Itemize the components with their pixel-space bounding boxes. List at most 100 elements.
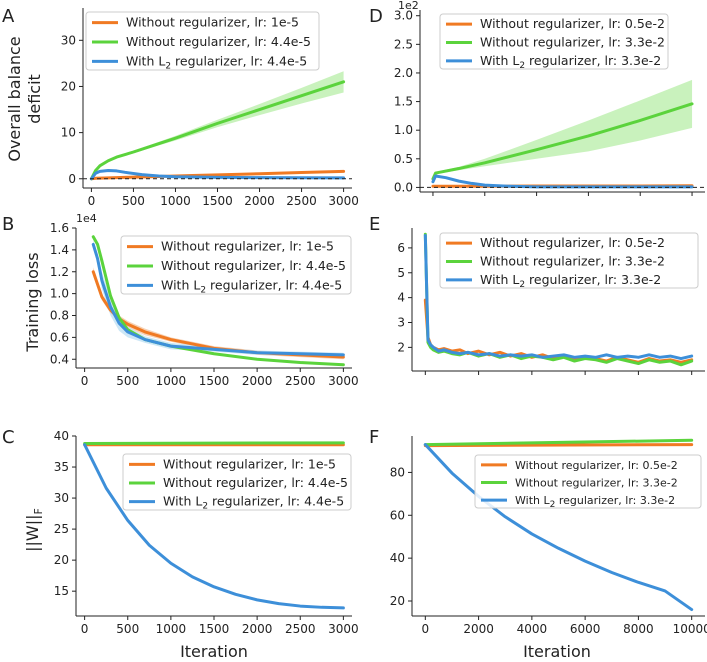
- legend-label-prefix: With L: [480, 53, 519, 68]
- y-tick-label-c: 35: [54, 460, 69, 474]
- x-tick-label-c: 1500: [199, 622, 230, 636]
- y-tick-label-c: 20: [54, 553, 69, 567]
- series-line-blue-e: [423, 233, 694, 361]
- x-tick-label-a: 2500: [286, 194, 317, 208]
- legend-label-blue-a: With L2 regularizer, lr: 4.4e-5: [126, 53, 307, 71]
- y-tick-label-e: 5: [397, 266, 405, 280]
- x-tick-label-a: 500: [122, 194, 145, 208]
- norm-subscript: F: [32, 508, 45, 514]
- norm-symbol: ||W||: [23, 514, 42, 551]
- legend-frame-e: [439, 232, 699, 289]
- y-axis-title-a-line2: deficit: [25, 74, 44, 124]
- panel-letter-e: E: [369, 214, 380, 235]
- y-tick-label-f: 60: [390, 508, 405, 522]
- legend-label-blue-b: With L2 regularizer, lr: 4.4e-5: [161, 277, 342, 295]
- x-tick-label-a: 1000: [160, 194, 191, 208]
- x-axis-title-c: Iteration: [180, 642, 248, 661]
- panel-f: 0 2000 4000 6000 8000 10000 20 40 60 80 Without re…: [390, 436, 707, 636]
- legend-label-blue-d: With L2 regularizer, lr: 3.3e-2: [480, 53, 661, 71]
- y-tick-label-d: 1.0: [394, 123, 413, 137]
- panel-b: 0 500 1000 1500 2000 2500 3000 0.4 0.6 0.8 1.0 1.2 1…: [50, 212, 359, 388]
- series-line-green-d: [431, 102, 694, 181]
- panel-letter-f: F: [369, 427, 379, 448]
- x-tick-label-b: 1000: [156, 374, 187, 388]
- y-tick-label-f: 20: [390, 594, 405, 608]
- axis-exponent-b: 1e4: [76, 212, 97, 225]
- y-tick-label-d: 3.0: [394, 9, 413, 23]
- axis-exponent-d: 1e2: [398, 0, 419, 12]
- y-tick-label-b: 0.4: [50, 352, 69, 366]
- y-tick-label-b: 0.8: [50, 309, 69, 323]
- legend-c: Without regularizer, lr: 1e-5 Without reg…: [122, 453, 352, 512]
- y-tick-label-b: 1.0: [50, 287, 69, 301]
- y-tick-label-e: 2: [397, 340, 405, 354]
- plot-area-e: [423, 232, 694, 367]
- plot-area-b: [91, 235, 345, 367]
- x-tick-label-c: 500: [116, 622, 139, 636]
- y-tick-label-c: 30: [54, 491, 69, 505]
- y-tick-label-c: 25: [54, 522, 69, 536]
- y-tick-label-d: 2.5: [394, 37, 413, 51]
- y-tick-label-e: 4: [397, 291, 405, 305]
- legend-label-suffix: regularizer, lr: 3.3e-2: [525, 272, 661, 287]
- legend-e: Without regularizer, lr: 0.5e-2 Without r…: [439, 232, 699, 290]
- y-tick-label-a: 0: [68, 172, 76, 186]
- y-tick-label-d: 0.0: [394, 180, 413, 194]
- legend-label-subscript: 2: [200, 285, 206, 295]
- legend-d: Without regularizer, lr: 0.5e-2 Without r…: [439, 13, 669, 71]
- y-tick-label-b: 1.6: [50, 221, 69, 235]
- series-line-orange-f: [423, 443, 694, 448]
- panel-letter-d: D: [369, 6, 383, 27]
- y-tick-label-b: 1.4: [50, 243, 69, 257]
- y-tick-label-d: 0.5: [394, 152, 413, 166]
- x-tick-label-f: 2000: [463, 622, 494, 636]
- plot-area-f: [423, 438, 694, 612]
- legend-f: Without regularizer, lr: 0.5e-2 Without r…: [474, 454, 702, 510]
- legend-label-subscript: 2: [519, 280, 525, 290]
- x-tick-label-a: 1500: [202, 194, 233, 208]
- y-tick-label-f: 80: [390, 465, 405, 479]
- legend-frame-f: [474, 454, 702, 509]
- x-tick-label-b: 3000: [328, 374, 359, 388]
- plot-area-d: [431, 79, 694, 189]
- series-line-blue-d: [431, 174, 694, 189]
- legend-label-blue-e: With L2 regularizer, lr: 3.3e-2: [480, 272, 661, 290]
- series-line-blue-b: [91, 242, 345, 357]
- y-tick-label-b: 1.2: [50, 265, 69, 279]
- y-tick-label-a: 30: [61, 33, 76, 47]
- x-tick-label-a: 0: [88, 194, 96, 208]
- legend-label-green-a: Without regularizer, lr: 4.4e-5: [126, 34, 311, 49]
- panel-letter-a: A: [2, 6, 15, 27]
- y-tick-label-f: 40: [390, 551, 405, 565]
- legend-label-prefix: With L: [163, 494, 202, 509]
- series-line-green-f: [423, 438, 694, 447]
- x-tick-label-b: 500: [116, 374, 139, 388]
- x-tick-label-f: 8000: [623, 622, 654, 636]
- legend-label-suffix: regularizer, lr: 4.4e-5: [206, 277, 342, 292]
- legend-label-subscript: 2: [550, 500, 556, 510]
- x-tick-label-c: 0: [81, 622, 89, 636]
- x-tick-label-a: 3000: [328, 194, 359, 208]
- panel-c: 0 500 1000 1500 2000 2500 3000 15 20 25 30 35 40 With…: [54, 429, 359, 636]
- series-line-blue-f: [423, 443, 694, 612]
- x-axis-title-f: Iteration: [523, 642, 591, 661]
- legend-label-orange-e: Without regularizer, lr: 0.5e-2: [480, 235, 665, 250]
- legend-label-green-f: Without regularizer, lr: 3.3e-2: [515, 477, 678, 490]
- x-tick-label-f: 10000: [673, 622, 707, 636]
- y-tick-label-d: 1.5: [394, 95, 413, 109]
- legend-label-orange-c: Without regularizer, lr: 1e-5: [163, 456, 336, 471]
- y-tick-label-a: 20: [61, 79, 76, 93]
- legend-label-prefix: With L: [161, 277, 200, 292]
- y-axis-title-a-line1: Overall balance: [5, 36, 24, 161]
- legend-label-green-c: Without regularizer, lr: 4.4e-5: [163, 475, 348, 490]
- series-line-green-a: [89, 80, 346, 181]
- x-tick-label-c: 1000: [156, 622, 187, 636]
- legend-label-prefix: With L: [126, 53, 165, 68]
- legend-label-blue-c: With L2 regularizer, lr: 4.4e-5: [163, 494, 344, 512]
- plot-area-c: [83, 441, 345, 610]
- x-tick-label-f: 6000: [570, 622, 601, 636]
- y-tick-label-c: 40: [54, 429, 69, 443]
- y-tick-label-a: 10: [61, 126, 76, 140]
